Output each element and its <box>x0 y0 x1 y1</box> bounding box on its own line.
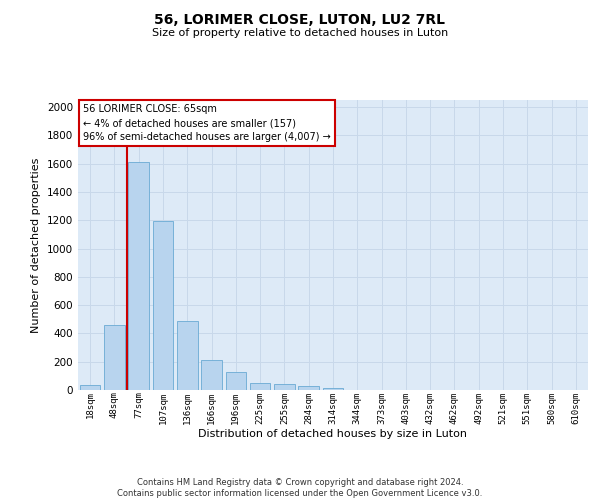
Text: Size of property relative to detached houses in Luton: Size of property relative to detached ho… <box>152 28 448 38</box>
Bar <box>226 372 246 390</box>
Text: Contains HM Land Registry data © Crown copyright and database right 2024.
Contai: Contains HM Land Registry data © Crown c… <box>118 478 482 498</box>
Bar <box>250 383 271 390</box>
Text: 56 LORIMER CLOSE: 65sqm
← 4% of detached houses are smaller (157)
96% of semi-de: 56 LORIMER CLOSE: 65sqm ← 4% of detached… <box>83 104 331 142</box>
Bar <box>128 162 149 390</box>
Bar <box>177 320 197 390</box>
Bar <box>104 325 125 390</box>
Bar <box>152 221 173 390</box>
Bar <box>274 384 295 390</box>
Bar <box>323 388 343 390</box>
Bar <box>298 386 319 390</box>
Bar <box>80 385 100 390</box>
Text: 56, LORIMER CLOSE, LUTON, LU2 7RL: 56, LORIMER CLOSE, LUTON, LU2 7RL <box>155 12 445 26</box>
Y-axis label: Number of detached properties: Number of detached properties <box>31 158 41 332</box>
Bar <box>201 360 222 390</box>
X-axis label: Distribution of detached houses by size in Luton: Distribution of detached houses by size … <box>199 429 467 439</box>
